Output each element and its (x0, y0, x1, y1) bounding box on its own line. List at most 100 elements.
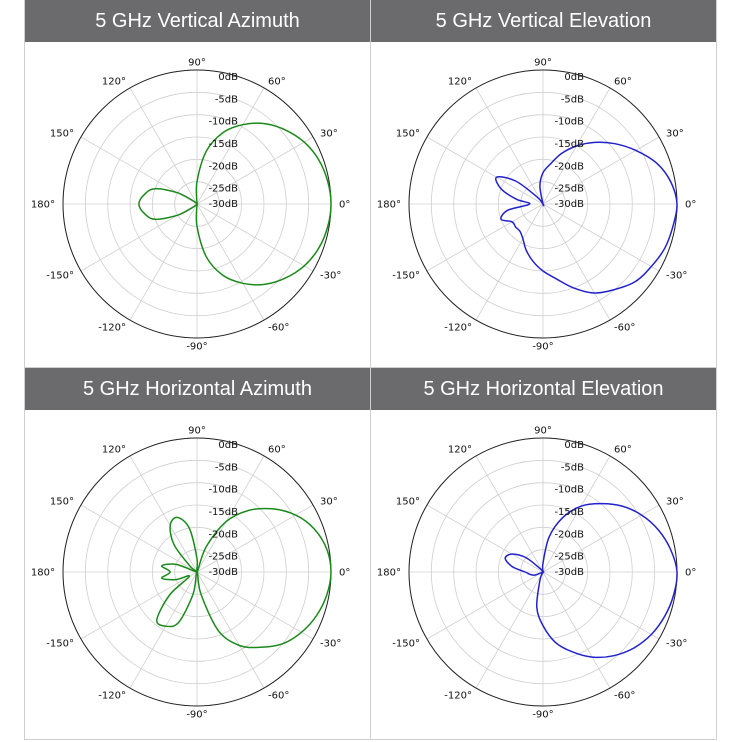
angle-tick-label: -60° (268, 323, 289, 334)
grid-spoke (80, 571, 198, 640)
panel-title: 5 GHz Vertical Azimuth (25, 0, 370, 42)
angle-tick-label: 90° (534, 426, 552, 437)
polar-chart: 0° 30° 60° 90° 120° 150° 180° -150° -120° -90° -60… (377, 426, 696, 721)
angle-tick-label: 30° (320, 129, 338, 140)
angle-tick-label: 90° (534, 58, 552, 69)
radial-tick-label: -10dB (554, 117, 584, 128)
angle-tick-label: 30° (320, 497, 338, 508)
grid-spoke (426, 136, 544, 205)
angle-tick-label: 120° (448, 77, 472, 88)
grid-spoke (426, 571, 544, 640)
angle-tick-label: 0° (685, 200, 696, 211)
grid-spoke (475, 455, 544, 573)
angle-tick-label: -90° (532, 342, 553, 353)
panel-horizontal-azimuth: 5 GHz Horizontal Azimuth 0° 30° 60° 90° 120°… (25, 368, 370, 740)
angle-tick-label: -30° (666, 639, 687, 650)
angle-tick-label: 30° (666, 497, 684, 508)
series-line (156, 507, 332, 649)
panel-title: 5 GHz Vertical Elevation (371, 0, 716, 42)
grid-spoke (196, 504, 314, 573)
polar-chart: 0° 30° 60° 90° 120° 150° 180° -150° -120° -90° -60… (31, 426, 350, 721)
grid-spoke (129, 571, 198, 689)
angle-tick-label: 150° (396, 497, 420, 508)
grid-spoke (542, 203, 611, 321)
angle-tick-label: 0° (685, 568, 696, 579)
radial-tick-label: -15dB (208, 139, 238, 150)
polar-chart: 0° 30° 60° 90° 120° 150° 180° -150° -120° -90° -60… (31, 58, 350, 353)
radial-tick-label: -5dB (215, 462, 238, 473)
grid-spoke (129, 87, 198, 205)
radial-tick-label: -15dB (208, 507, 238, 518)
angle-tick-label: -30° (320, 271, 341, 282)
panel-divider-vertical (370, 0, 371, 740)
series-line (138, 122, 332, 286)
angle-tick-label: -30° (666, 271, 687, 282)
grid-spoke (196, 571, 314, 640)
grid-spoke (196, 455, 265, 573)
grid-spoke (80, 504, 198, 573)
radial-tick-label: -30dB (208, 567, 238, 578)
angle-tick-label: 120° (102, 445, 126, 456)
radial-tick-label: -5dB (561, 94, 584, 105)
grid-spoke (196, 203, 314, 272)
grid-spoke (196, 203, 265, 321)
angle-tick-label: -60° (614, 691, 635, 702)
angle-tick-label: 150° (396, 129, 420, 140)
radial-tick-label: -10dB (554, 485, 584, 496)
radial-tick-label: -30dB (554, 567, 584, 578)
angle-tick-label: 90° (188, 58, 206, 69)
angle-tick-label: -120° (444, 691, 472, 702)
angle-tick-label: -30° (320, 639, 341, 650)
polar-chart: 0° 30° 60° 90° 120° 150° 180° -150° -120° -90° -60… (377, 58, 696, 353)
angle-tick-label: -60° (614, 323, 635, 334)
radial-tick-label: -5dB (215, 94, 238, 105)
angle-tick-label: 120° (102, 77, 126, 88)
angle-tick-label: 60° (614, 77, 632, 88)
radial-tick-label: -25dB (208, 552, 238, 563)
panel-title: 5 GHz Horizontal Elevation (371, 368, 716, 410)
angle-tick-label: 0° (339, 568, 350, 579)
angle-tick-label: -90° (186, 342, 207, 353)
angle-tick-label: 60° (268, 77, 286, 88)
angle-tick-label: 120° (448, 445, 472, 456)
radial-tick-label: -15dB (554, 139, 584, 150)
series-line (495, 141, 678, 294)
angle-tick-label: -120° (98, 691, 126, 702)
grid-spoke (542, 203, 660, 272)
radial-tick-label: -30dB (208, 199, 238, 210)
panel-divider-horizontal (24, 367, 717, 368)
angle-tick-label: -120° (444, 323, 472, 334)
series-line (504, 502, 678, 659)
angle-tick-label: -90° (532, 710, 553, 721)
grid-spoke (542, 504, 660, 573)
radial-tick-label: -25dB (208, 184, 238, 195)
panel-vertical-azimuth: 5 GHz Vertical Azimuth 0° 30° 60° 90° 120° 15… (25, 0, 370, 367)
grid-spoke (475, 571, 544, 689)
radial-tick-label: -20dB (554, 161, 584, 172)
angle-tick-label: 30° (666, 129, 684, 140)
grid-spoke (475, 203, 544, 321)
grid-spoke (542, 455, 611, 573)
radial-tick-label: -25dB (554, 552, 584, 563)
grid-spoke (196, 571, 265, 689)
radial-tick-label: 0dB (564, 72, 584, 83)
grid-spoke (426, 504, 544, 573)
angle-tick-label: 60° (268, 445, 286, 456)
radial-tick-label: -20dB (208, 161, 238, 172)
angle-tick-label: 180° (31, 568, 55, 579)
radial-tick-label: -10dB (208, 485, 238, 496)
angle-tick-label: -150° (392, 639, 420, 650)
angle-tick-label: -150° (392, 271, 420, 282)
angle-tick-label: -90° (186, 710, 207, 721)
angle-tick-label: -150° (46, 639, 74, 650)
angle-tick-label: -150° (46, 271, 74, 282)
grid-spoke (129, 203, 198, 321)
grid-spoke (196, 136, 314, 205)
grid-spoke (129, 455, 198, 573)
angle-tick-label: 90° (188, 426, 206, 437)
grid-spoke (426, 203, 544, 272)
grid-spoke (475, 87, 544, 205)
radial-tick-label: -5dB (561, 462, 584, 473)
grid-spoke (196, 87, 265, 205)
radial-tick-label: 0dB (564, 440, 584, 451)
